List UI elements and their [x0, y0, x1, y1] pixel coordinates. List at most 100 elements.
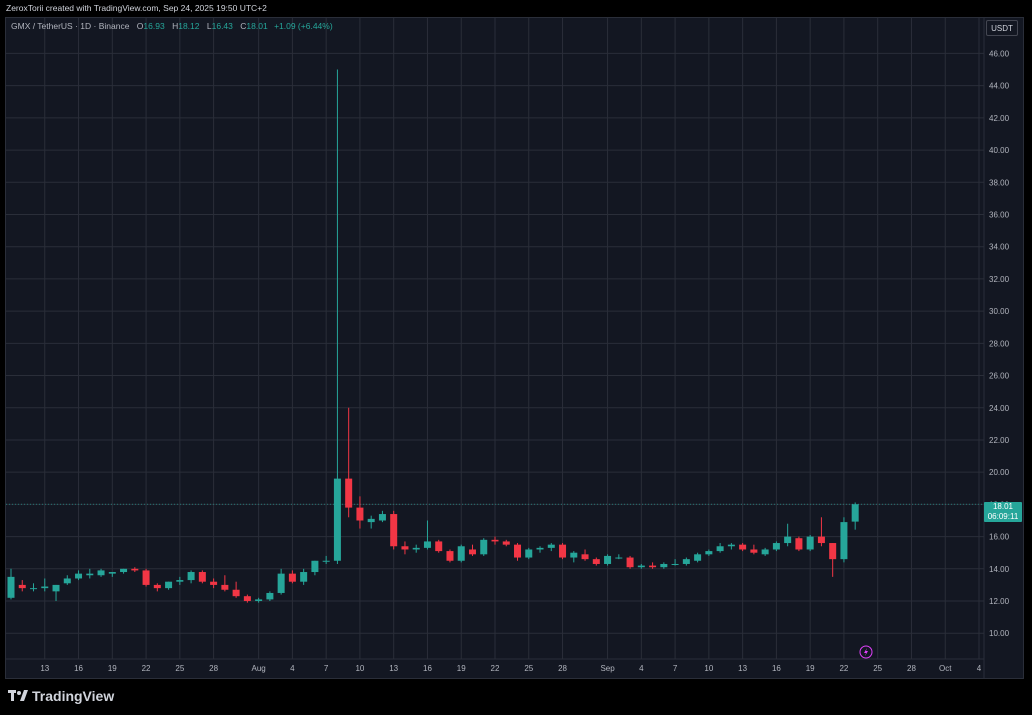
candle-body [615, 557, 623, 559]
x-tick-label: 22 [142, 664, 151, 673]
y-tick-label: 32.00 [989, 275, 1010, 284]
candle-body [716, 546, 724, 552]
y-tick-label: 38.00 [989, 178, 1010, 187]
x-tick-label: 25 [873, 664, 882, 673]
x-tick-label: 13 [40, 664, 49, 673]
candle [592, 557, 600, 566]
attribution-text: ZeroxTorii created with TradingView.com,… [6, 3, 267, 13]
candle [187, 570, 195, 584]
candle [784, 523, 792, 547]
candle-body [243, 596, 251, 602]
candle [716, 543, 724, 553]
candle-body [840, 522, 848, 560]
x-tick-label: Oct [939, 664, 952, 673]
candle-body [637, 565, 645, 568]
currency-button[interactable]: USDT [986, 20, 1018, 36]
candle [153, 583, 161, 592]
grid [6, 18, 984, 659]
candle [817, 517, 825, 547]
candle [637, 563, 645, 569]
candle-body [210, 581, 218, 585]
candle [232, 581, 240, 598]
x-tick-label: 28 [558, 664, 567, 673]
y-tick-label: 24.00 [989, 404, 1010, 413]
candle-body [817, 536, 825, 544]
x-tick-label: 10 [355, 664, 364, 673]
x-tick-label: 25 [524, 664, 533, 673]
tradingview-logo-icon [8, 690, 28, 701]
candle [671, 559, 679, 566]
candle [705, 549, 713, 556]
candle-body [525, 549, 533, 558]
candle-body [514, 544, 522, 558]
candle-body [423, 541, 431, 548]
candle-body [581, 554, 589, 560]
candle [502, 539, 510, 547]
candle [345, 407, 353, 518]
lightning-icon[interactable] [859, 645, 873, 659]
candle [333, 69, 341, 564]
candle [604, 554, 612, 566]
candle [266, 591, 274, 602]
candle [761, 547, 769, 556]
symbol-legend[interactable]: GMX / TetherUS · 1D · Binance O16.93 H18… [11, 21, 333, 31]
candle [322, 555, 330, 564]
candle-body [176, 580, 184, 582]
price-axis[interactable]: 10.0012.0014.0016.0018.0020.0022.0024.00… [989, 49, 1010, 638]
candle [378, 510, 386, 523]
candle [356, 496, 364, 529]
candle-body [120, 568, 128, 573]
candle [41, 578, 49, 592]
candle [7, 568, 15, 600]
candle-body [570, 552, 578, 558]
x-tick-label: 4 [977, 664, 982, 673]
x-tick-label: 19 [108, 664, 117, 673]
high-label: H [172, 21, 179, 31]
candle-body [52, 584, 60, 592]
candle [851, 502, 859, 530]
candles [7, 69, 859, 603]
candle-body [727, 544, 735, 547]
candle-body [86, 573, 94, 576]
candle-body [694, 554, 702, 561]
y-tick-label: 12.00 [989, 597, 1010, 606]
y-tick-label: 42.00 [989, 114, 1010, 123]
candle [75, 570, 83, 581]
last-price-value: 18.01 [992, 502, 1014, 511]
candle-body [153, 584, 161, 589]
candle-body [356, 507, 364, 521]
candle [525, 547, 533, 560]
x-tick-label: 10 [704, 664, 713, 673]
candle-body [502, 541, 510, 545]
x-tick-label: 16 [772, 664, 781, 673]
footer: TradingView [0, 680, 1032, 715]
candle-body [255, 599, 263, 602]
last-price-tag: 18.01 06:09:11 [984, 502, 1022, 522]
candle [300, 568, 308, 585]
y-tick-label: 36.00 [989, 210, 1010, 219]
candle-body [311, 560, 319, 573]
candle [547, 543, 555, 552]
candle-body [491, 539, 499, 542]
symbol-name[interactable]: GMX / TetherUS · 1D · Binance [11, 21, 130, 31]
change-value: +1.09 (+6.44%) [274, 21, 333, 31]
candle-body [401, 546, 409, 550]
candle-body [300, 572, 308, 582]
time-axis[interactable]: 13 16 19 22 25 28 Aug 4 7 10 13 16 19 22 25 28 Sep 4 7 10 13… [40, 664, 981, 673]
y-tick-label: 22.00 [989, 436, 1010, 445]
candle [536, 546, 544, 553]
candle-body [198, 572, 206, 582]
candle-body [288, 573, 296, 582]
candle [210, 578, 218, 589]
tradingview-logo[interactable]: TradingView [8, 688, 114, 704]
candle [288, 570, 296, 584]
candle-body [63, 578, 71, 584]
candle [63, 575, 71, 585]
x-tick-label: Aug [252, 664, 266, 673]
candle-body [333, 478, 341, 561]
candle [142, 568, 150, 587]
close-label: C [240, 21, 247, 31]
candle [390, 510, 398, 550]
candle-body [795, 538, 803, 550]
